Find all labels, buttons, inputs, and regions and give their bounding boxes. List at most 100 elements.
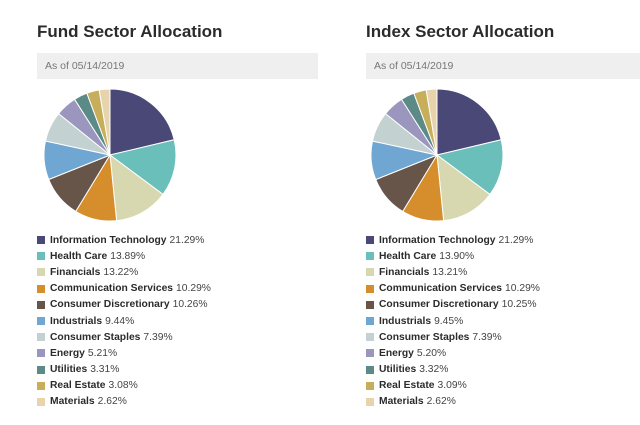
fund-allocation-panel: Fund Sector Allocation As of 05/14/2019 … [0,0,318,425]
index-legend: Information Technology 21.29% Health Care 1… [366,232,540,410]
legend-value: 13.89% [110,250,146,262]
legend-swatch [366,300,374,309]
legend-value: 21.29% [498,234,534,246]
legend-item: Financials 13.22% [37,264,211,280]
legend-swatch [37,317,45,326]
legend-label: Industrials [379,315,432,327]
legend-swatch [37,284,45,293]
fund-pie-slice-information-technology [109,88,175,156]
legend-label: Consumer Discretionary [50,299,170,311]
legend-label: Consumer Discretionary [379,299,499,311]
legend-label: Information Technology [379,234,496,246]
legend-label: Real Estate [50,380,106,392]
legend-value: 10.26% [172,299,208,311]
legend-label: Real Estate [379,380,435,392]
legend-value: 3.32% [419,364,449,376]
legend-swatch [366,284,374,293]
legend-value: 13.21% [432,266,468,278]
legend-label: Materials [379,396,424,408]
legend-value: 3.08% [108,380,138,392]
legend-value: 5.21% [87,347,118,359]
legend-value: 13.22% [103,266,139,278]
legend-item: Information Technology 21.29% [37,232,211,248]
legend-item: Consumer Staples 7.39% [37,329,211,345]
legend-swatch [366,317,374,326]
legend-item: Energy 5.20% [366,345,540,361]
legend-value: 10.29% [176,283,211,295]
legend-item: Utilities 3.31% [37,362,211,378]
legend-item: Real Estate 3.08% [37,378,211,394]
index-pie-chart [370,88,504,222]
legend-label: Energy [379,347,414,359]
legend-swatch [366,365,374,374]
legend-item: Communication Services 10.29% [37,281,211,297]
fund-pie-chart [43,88,177,222]
legend-swatch [37,365,45,374]
index-chart-title: Index Sector Allocation [366,22,555,41]
legend-label: Financials [50,266,101,278]
legend-swatch [37,349,45,358]
legend-value: 7.39% [143,331,173,343]
legend-item: Materials 2.62% [37,394,211,410]
legend-item: Health Care 13.90% [366,248,540,264]
legend-value: 21.29% [169,234,205,246]
legend-label: Materials [50,396,95,408]
legend-value: 13.90% [439,250,475,262]
legend-swatch [37,397,45,406]
legend-label: Consumer Staples [379,331,470,343]
legend-swatch [366,349,374,358]
legend-value: 7.39% [472,331,502,343]
legend-label: Information Technology [50,234,167,246]
legend-item: Materials 2.62% [366,394,540,410]
legend-value: 3.31% [90,364,120,376]
legend-label: Utilities [50,364,88,376]
legend-item: Industrials 9.45% [366,313,540,329]
legend-item: Information Technology 21.29% [366,232,540,248]
legend-value: 2.62% [426,396,456,408]
legend-label: Communication Services [50,283,174,295]
legend-swatch [37,268,45,277]
fund-pie-slice-financials [109,153,164,222]
index-pie-slice-information-technology [436,88,502,156]
legend-label: Communication Services [379,283,503,295]
legend-item: Financials 13.21% [366,264,540,280]
legend-item: Consumer Discretionary 10.25% [366,297,540,313]
index-pie-slice-financials [436,153,491,222]
legend-value: 2.62% [97,396,127,408]
legend-item: Industrials 9.44% [37,313,211,329]
legend-swatch [37,236,45,245]
legend-label: Health Care [379,250,437,262]
legend-value: 10.29% [505,283,540,295]
index-pie-slice-materials [425,88,438,156]
legend-label: Health Care [50,250,108,262]
legend-item: Real Estate 3.09% [366,378,540,394]
legend-label: Industrials [50,315,103,327]
legend-label: Energy [50,347,85,359]
legend-swatch [366,252,374,261]
legend-item: Energy 5.21% [37,345,211,361]
legend-value: 5.20% [416,347,447,359]
fund-pie-slice-health-care [108,139,177,196]
legend-value: 3.09% [437,380,467,392]
legend-value: 10.25% [501,299,537,311]
legend-swatch [37,381,45,390]
fund-chart-title: Fund Sector Allocation [37,22,223,41]
legend-item: Consumer Discretionary 10.26% [37,297,211,313]
legend-label: Consumer Staples [50,331,141,343]
legend-item: Utilities 3.32% [366,362,540,378]
legend-item: Communication Services 10.29% [366,281,540,297]
legend-swatch [37,333,45,342]
legend-item: Health Care 13.89% [37,248,211,264]
index-allocation-panel: Index Sector Allocation As of 05/14/2019… [328,0,640,425]
legend-swatch [37,252,45,261]
legend-value: 9.45% [434,315,464,327]
legend-label: Financials [379,266,430,278]
fund-pie-slice-materials [98,88,111,156]
index-pie-slice-health-care [435,139,504,196]
legend-swatch [366,268,374,277]
legend-swatch [37,300,45,309]
legend-item: Consumer Staples 7.39% [366,329,540,345]
fund-legend: Information Technology 21.29% Health Care 1… [37,232,211,410]
fund-as-of-date: As of 05/14/2019 [37,53,318,79]
legend-value: 9.44% [105,315,135,327]
